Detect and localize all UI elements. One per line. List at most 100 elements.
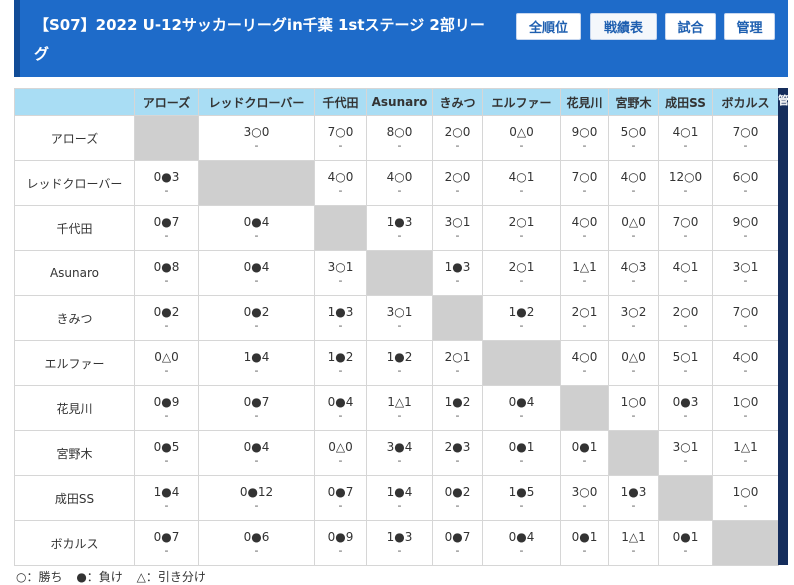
result-cell[interactable]: 1●5- [482,475,561,521]
row-header-team[interactable]: エルファー [14,340,135,386]
row-header-team[interactable]: 花見川 [14,385,135,431]
row-header-team[interactable]: ボカルス [14,520,135,566]
result-cell[interactable]: 0●4- [482,385,561,431]
row-header-team[interactable]: きみつ [14,295,135,341]
column-header-team[interactable]: 花見川 [560,88,609,116]
result-cell[interactable]: 3○0- [560,475,609,521]
result-cell[interactable]: 8○0- [366,115,433,161]
row-header-team[interactable]: Asunaro [14,250,135,296]
result-cell[interactable]: 0●2- [198,295,315,341]
column-header-team[interactable]: 千代田 [314,88,367,116]
result-cell[interactable]: 9○0- [560,115,609,161]
result-cell[interactable]: 1●4- [198,340,315,386]
result-cell[interactable]: 0●1- [560,520,609,566]
result-cell[interactable]: 1●2- [314,340,367,386]
results-table-button[interactable]: 戦績表 [590,13,657,40]
result-cell[interactable]: 3○1- [314,250,367,296]
result-cell[interactable]: 4○0- [560,205,609,251]
result-cell[interactable]: 1●2- [432,385,483,431]
result-cell[interactable]: 0●8- [134,250,199,296]
result-cell[interactable]: 0●7- [198,385,315,431]
result-cell[interactable]: 1○0- [712,385,779,431]
result-cell[interactable]: 12○0- [658,160,713,206]
result-cell[interactable]: 3○1- [658,430,713,476]
result-cell[interactable]: 2●3- [432,430,483,476]
result-cell[interactable]: 4○0- [608,160,659,206]
result-cell[interactable]: 5○0- [608,115,659,161]
result-cell[interactable]: 9○0- [712,205,779,251]
column-header-team[interactable]: ボカルス [712,88,779,116]
column-header-team[interactable]: レッドクローバー [198,88,315,116]
result-cell[interactable]: 0●4- [198,205,315,251]
result-cell[interactable]: 2○1- [560,295,609,341]
column-header-team[interactable]: エルファー [482,88,561,116]
result-cell[interactable]: 0●2- [432,475,483,521]
column-header-team[interactable]: 成田SS [658,88,713,116]
result-cell[interactable]: 0●5- [134,430,199,476]
result-cell[interactable]: 0●3- [134,160,199,206]
result-cell[interactable]: 2○1- [482,205,561,251]
result-cell[interactable]: 2○1- [432,340,483,386]
result-cell[interactable]: 0●4- [198,250,315,296]
result-cell[interactable]: 0●7- [314,475,367,521]
result-cell[interactable]: 3○2- [608,295,659,341]
result-cell[interactable]: 0△0- [134,340,199,386]
result-cell[interactable]: 1●2- [366,340,433,386]
column-header-team[interactable]: きみつ [432,88,483,116]
matches-button[interactable]: 試合 [665,13,716,40]
result-cell[interactable]: 1△1- [560,250,609,296]
column-header-team[interactable]: アローズ [134,88,199,116]
result-cell[interactable]: 2○0- [432,115,483,161]
result-cell[interactable]: 0●4- [482,520,561,566]
result-cell[interactable]: 1△1- [608,520,659,566]
result-cell[interactable]: 4○0- [314,160,367,206]
result-cell[interactable]: 0△0- [608,340,659,386]
result-cell[interactable]: 1●3- [608,475,659,521]
row-header-team[interactable]: 宮野木 [14,430,135,476]
result-cell[interactable]: 6○0- [712,160,779,206]
result-cell[interactable]: 4○3- [608,250,659,296]
result-cell[interactable]: 0●3- [658,385,713,431]
result-cell[interactable]: 0△0- [314,430,367,476]
result-cell[interactable]: 4○0- [366,160,433,206]
result-cell[interactable]: 5○1- [658,340,713,386]
result-cell[interactable]: 7○0- [560,160,609,206]
result-cell[interactable]: 0△0- [608,205,659,251]
result-cell[interactable]: 1●3- [314,295,367,341]
result-cell[interactable]: 7○0- [712,295,779,341]
result-cell[interactable]: 1○0- [608,385,659,431]
result-cell[interactable]: 0●6- [198,520,315,566]
result-cell[interactable]: 3○1- [432,205,483,251]
result-cell[interactable]: 0●9- [314,520,367,566]
result-cell[interactable]: 4○0- [712,340,779,386]
result-cell[interactable]: 1●4- [134,475,199,521]
result-cell[interactable]: 0●4- [198,430,315,476]
result-cell[interactable]: 1●3- [366,520,433,566]
result-cell[interactable]: 1△1- [366,385,433,431]
admin-button[interactable]: 管理 [724,13,775,40]
result-cell[interactable]: 4○1- [482,160,561,206]
result-cell[interactable]: 1△1- [712,430,779,476]
result-cell[interactable]: 0●9- [134,385,199,431]
result-cell[interactable]: 2○1- [482,250,561,296]
result-cell[interactable]: 1●2- [482,295,561,341]
result-cell[interactable]: 0●12- [198,475,315,521]
result-cell[interactable]: 4○1- [658,115,713,161]
result-cell[interactable]: 4○1- [658,250,713,296]
result-cell[interactable]: 1○0- [712,475,779,521]
result-cell[interactable]: 0●7- [134,205,199,251]
result-cell[interactable]: 0●1- [560,430,609,476]
result-cell[interactable]: 0△0- [482,115,561,161]
result-cell[interactable]: 3○1- [712,250,779,296]
row-header-team[interactable]: 千代田 [14,205,135,251]
result-cell[interactable]: 2○0- [658,295,713,341]
result-cell[interactable]: 3○1- [366,295,433,341]
result-cell[interactable]: 1●3- [366,205,433,251]
row-header-team[interactable]: アローズ [14,115,135,161]
all-rankings-button[interactable]: 全順位 [516,13,581,40]
row-header-team[interactable]: 成田SS [14,475,135,521]
result-cell[interactable]: 0●2- [134,295,199,341]
result-cell[interactable]: 1●3- [432,250,483,296]
result-cell[interactable]: 7○0- [314,115,367,161]
result-cell[interactable]: 3●4- [366,430,433,476]
